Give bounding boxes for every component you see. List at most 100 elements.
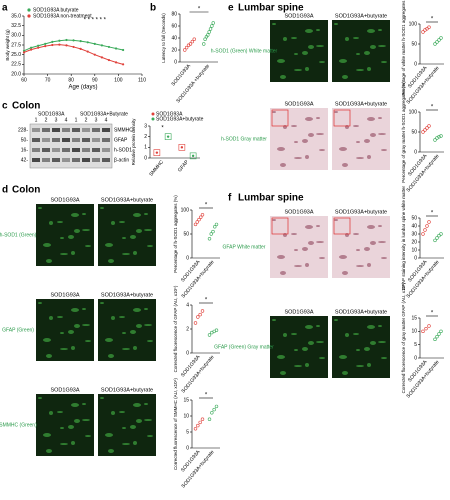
micrograph-texture	[353, 125, 359, 127]
micrograph-texture	[353, 233, 359, 235]
panel-title: Lumbar spine	[238, 193, 304, 204]
micrograph-texture	[60, 253, 68, 255]
annotation: *	[431, 105, 434, 111]
micrograph-texture	[130, 425, 136, 429]
micrograph-texture	[74, 229, 80, 233]
blot-lane: 3	[95, 117, 98, 123]
micrograph-texture	[367, 363, 371, 367]
image-header: SOD1G93A+butyrate	[101, 387, 153, 393]
y-tick-label: 100	[409, 109, 418, 115]
micrograph-texture	[147, 245, 153, 247]
micrograph-texture	[49, 316, 53, 320]
row-label: h-SOD1 (Green) White matter	[211, 48, 278, 54]
micrograph-texture	[277, 59, 285, 63]
micrograph-texture	[133, 346, 137, 350]
y-tick-label: 0	[186, 445, 189, 451]
y-axis-label: Latency to fall (Seconds)	[161, 13, 166, 63]
micrograph-texture	[370, 133, 376, 137]
inset	[271, 217, 289, 235]
micrograph-texture	[291, 333, 297, 335]
micrograph-texture	[147, 435, 153, 437]
y-tick-label: 5	[414, 342, 417, 348]
micrograph-texture	[294, 349, 298, 351]
y-tick-label: 50	[183, 231, 189, 237]
data-point	[44, 42, 47, 45]
micrograph-texture	[122, 237, 126, 239]
micrograph-texture	[57, 411, 63, 413]
micrograph-texture	[370, 241, 376, 245]
legend-label: SOD1G93A+butyrate	[156, 116, 204, 122]
annotation: * * * * * *	[84, 18, 107, 24]
micrograph-texture	[144, 213, 148, 215]
image-header: SOD1G93A	[50, 292, 79, 298]
legend-swatch	[27, 14, 31, 18]
y-axis-label: Percentage of gray matter h-SOD1 aggrega…	[401, 81, 406, 183]
micrograph-texture	[111, 221, 115, 225]
data-point	[44, 45, 47, 48]
data-point	[207, 333, 212, 337]
micrograph-texture	[305, 325, 313, 329]
image-header: SOD1G93A+butyrate	[101, 292, 153, 298]
row-label: GFAP (Green)	[2, 327, 34, 333]
micrograph-texture	[356, 249, 360, 251]
row-label: GFAP White matter	[223, 244, 266, 250]
micrograph-texture	[302, 247, 308, 251]
micrograph-texture	[316, 241, 324, 243]
micrograph-texture	[378, 29, 382, 31]
micrograph-texture	[294, 249, 298, 251]
box	[153, 149, 161, 156]
micrograph-texture	[100, 207, 104, 209]
data-point	[197, 217, 201, 222]
y-tick-label: 0	[414, 149, 417, 155]
y-tick-label: 15	[411, 315, 417, 321]
blot-lane: 1	[75, 117, 78, 123]
panel-letter: f	[228, 193, 232, 204]
micrograph-texture	[122, 443, 130, 445]
data-point	[86, 41, 89, 44]
y-tick-label: 20	[411, 239, 417, 245]
data-point	[207, 417, 212, 421]
panel-letter: c	[2, 101, 8, 112]
blot-band	[82, 138, 90, 142]
micrograph-texture	[378, 117, 382, 119]
micrograph-texture	[277, 255, 285, 259]
micrograph-texture	[305, 263, 309, 267]
data-point	[58, 43, 61, 46]
data-point	[22, 51, 26, 54]
legend-swatch	[151, 112, 155, 116]
data-point	[100, 44, 103, 47]
y-axis-label: Body weight (g)	[5, 29, 10, 61]
micrograph-texture	[367, 325, 375, 329]
image-header: SOD1G93A+butyrate	[335, 209, 387, 215]
micrograph-texture	[57, 221, 63, 223]
micrograph-texture	[49, 221, 53, 225]
blot-band	[32, 128, 40, 132]
micrograph-texture	[82, 419, 90, 421]
y-tick-label: 0	[186, 255, 189, 261]
micrograph-texture	[319, 149, 325, 151]
micrograph-texture	[105, 338, 113, 342]
row-label: h-SOD1 (Green)	[0, 232, 37, 238]
micrograph-texture	[71, 251, 75, 255]
y-tick-label: 2	[144, 134, 147, 140]
y-axis-label: GFAP staining intensity in lumbar spine …	[401, 186, 406, 290]
micrograph-texture	[378, 133, 386, 135]
micrograph-texture	[100, 302, 104, 304]
micrograph-texture	[356, 53, 360, 55]
data-point	[214, 328, 219, 332]
data-point	[425, 27, 429, 31]
micrograph-texture	[378, 45, 386, 47]
x-tick-label: 70	[45, 77, 51, 83]
micrograph-texture	[60, 332, 64, 334]
micrograph-texture	[108, 354, 114, 358]
blot-band	[52, 128, 60, 132]
x-tick-label: 100	[114, 77, 123, 83]
micrograph-texture	[367, 67, 371, 71]
micrograph-texture	[136, 419, 142, 423]
micrograph-texture	[57, 316, 63, 318]
micrograph-texture	[381, 257, 387, 259]
data-point	[209, 232, 213, 236]
legend-swatch	[151, 117, 155, 121]
data-point	[72, 45, 75, 49]
micrograph-texture	[136, 229, 142, 233]
